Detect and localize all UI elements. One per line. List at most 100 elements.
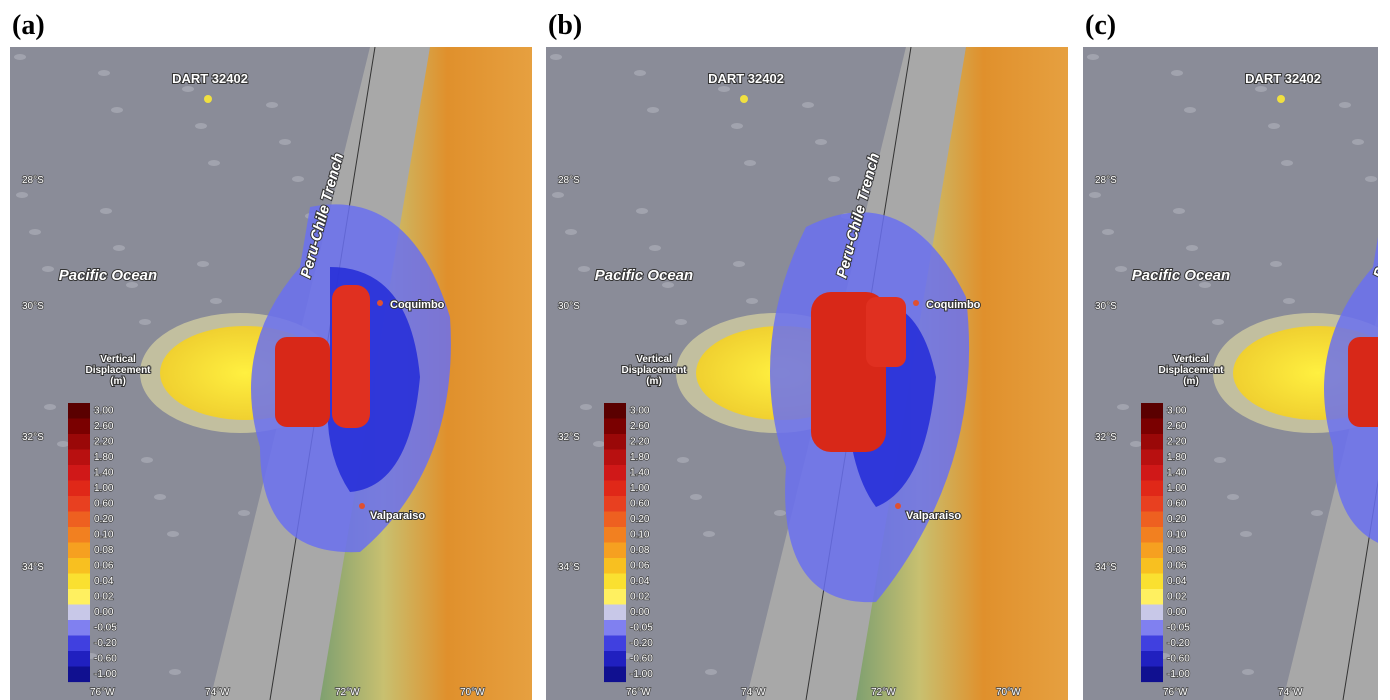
seafloor <box>169 669 181 675</box>
trench-line <box>1342 479 1378 700</box>
colorbar-swatch <box>68 651 90 667</box>
seafloor <box>828 176 840 182</box>
seafloor <box>718 86 730 92</box>
seafloor <box>662 282 674 288</box>
seafloor <box>195 123 207 129</box>
colorbar-label: 0.20 <box>630 514 650 525</box>
seafloor <box>774 510 786 516</box>
lon-label: 76°W <box>1163 687 1188 698</box>
uplift-red <box>275 337 330 427</box>
seafloor <box>634 70 646 76</box>
seafloor <box>167 531 179 537</box>
seafloor <box>1117 404 1129 410</box>
lat-label: 28°S <box>558 175 580 186</box>
ocean-label: Pacific Ocean <box>59 267 157 284</box>
colorbar-label: 0.02 <box>1167 592 1187 603</box>
seafloor <box>1268 123 1280 129</box>
colorbar-swatch <box>1141 651 1163 667</box>
lat-label: 32°S <box>558 432 580 443</box>
seafloor <box>154 494 166 500</box>
seafloor <box>42 266 54 272</box>
colorbar-label: 1.40 <box>1167 468 1187 479</box>
seafloor <box>1130 441 1142 447</box>
colorbar-swatch <box>604 418 626 435</box>
seafloor <box>675 319 687 325</box>
lat-label: 30°S <box>558 301 580 312</box>
lon-label: 74°W <box>205 687 230 698</box>
seafloor <box>210 298 222 304</box>
colorbar-swatch <box>1141 542 1163 559</box>
ocean-label: Pacific Ocean <box>1132 267 1230 284</box>
seafloor <box>690 494 702 500</box>
legend-title: Displacement <box>1158 365 1224 376</box>
seafloor <box>141 457 153 463</box>
colorbar-swatch <box>68 666 90 683</box>
lon-label: 74°W <box>741 687 766 698</box>
colorbar-swatch <box>604 558 626 574</box>
dart-label: DART 32402 <box>1245 71 1321 86</box>
colorbar-label: 0.60 <box>630 499 650 510</box>
lon-label: 74°W <box>1278 687 1303 698</box>
colorbar-label: -1.00 <box>1167 669 1190 680</box>
colorbar-label: 0.10 <box>94 530 114 541</box>
colorbar-swatch <box>68 620 90 636</box>
colorbar-swatch <box>1141 403 1163 419</box>
colorbar-swatch <box>68 434 90 450</box>
legend-title: Vertical <box>1173 354 1209 365</box>
seafloor <box>565 229 577 235</box>
colorbar-label: -0.60 <box>94 654 117 665</box>
legend-title: (m) <box>646 376 662 387</box>
colorbar-label: -0.20 <box>1167 638 1190 649</box>
lon-label: 76°W <box>90 687 115 698</box>
uplift-red <box>1348 337 1378 427</box>
seafloor <box>1270 261 1282 267</box>
seafloor <box>1186 245 1198 251</box>
colorbar-label: 0.08 <box>630 545 650 556</box>
colorbar-swatch <box>68 449 90 466</box>
seafloor <box>100 208 112 214</box>
colorbar-swatch <box>68 542 90 559</box>
seafloor <box>139 319 151 325</box>
seafloor <box>1089 192 1101 198</box>
lon-label: 76°W <box>626 687 651 698</box>
seafloor <box>266 102 278 108</box>
colorbar-label: 0.04 <box>1167 576 1187 587</box>
lon-label: 72°W <box>335 687 360 698</box>
colorbar-label: 1.40 <box>630 468 650 479</box>
colorbar-swatch <box>604 589 626 605</box>
colorbar-swatch <box>68 403 90 419</box>
city-marker <box>359 503 365 509</box>
colorbar-swatch <box>68 604 90 621</box>
colorbar-label: 0.06 <box>630 561 650 572</box>
lat-label: 28°S <box>1095 175 1117 186</box>
seafloor <box>208 160 220 166</box>
seafloor <box>1227 494 1239 500</box>
colorbar-label: 0.00 <box>1167 607 1187 618</box>
city-label: Coquimbo <box>926 299 981 311</box>
lon-label: 72°W <box>871 687 896 698</box>
colorbar-swatch <box>68 573 90 590</box>
seafloor <box>1115 266 1127 272</box>
colorbar-label: 3.00 <box>94 406 114 417</box>
colorbar-swatch <box>604 449 626 466</box>
seafloor <box>44 404 56 410</box>
seafloor <box>815 139 827 145</box>
city-label: Valparaiso <box>906 510 961 522</box>
colorbar-swatch <box>604 496 626 512</box>
colorbar-label: 1.80 <box>1167 452 1187 463</box>
colorbar-label: -0.05 <box>1167 623 1190 634</box>
seafloor <box>1365 176 1377 182</box>
legend-title: Vertical <box>100 354 136 365</box>
dart-label: DART 32402 <box>708 71 784 86</box>
colorbar-swatch <box>1141 511 1163 528</box>
colorbar-swatch <box>1141 418 1163 435</box>
seafloor <box>1184 107 1196 113</box>
colorbar-label: 0.00 <box>630 607 650 618</box>
city-label: Valparaiso <box>370 510 425 522</box>
seafloor <box>197 261 209 267</box>
colorbar-label: 3.00 <box>1167 406 1187 417</box>
colorbar-swatch <box>1141 604 1163 621</box>
